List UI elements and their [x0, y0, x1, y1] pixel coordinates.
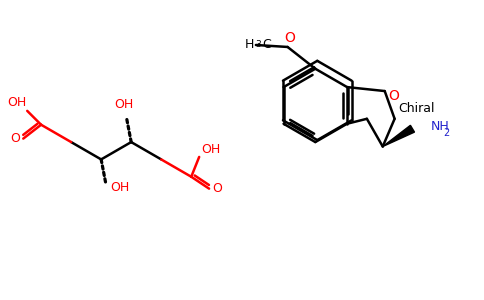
- Text: O: O: [10, 132, 20, 145]
- Text: OH: OH: [115, 98, 134, 111]
- Text: OH: OH: [201, 142, 221, 155]
- Text: NH: NH: [430, 120, 449, 133]
- Text: OH: OH: [8, 96, 27, 110]
- Text: OH: OH: [110, 181, 130, 194]
- Text: O: O: [212, 182, 222, 195]
- Text: 2: 2: [443, 128, 450, 138]
- Text: C: C: [262, 38, 271, 52]
- Text: H: H: [244, 38, 254, 52]
- Text: Chiral: Chiral: [398, 102, 435, 116]
- Text: O: O: [388, 89, 399, 103]
- Text: O: O: [284, 31, 295, 45]
- Polygon shape: [383, 125, 414, 146]
- Text: 3: 3: [255, 40, 260, 49]
